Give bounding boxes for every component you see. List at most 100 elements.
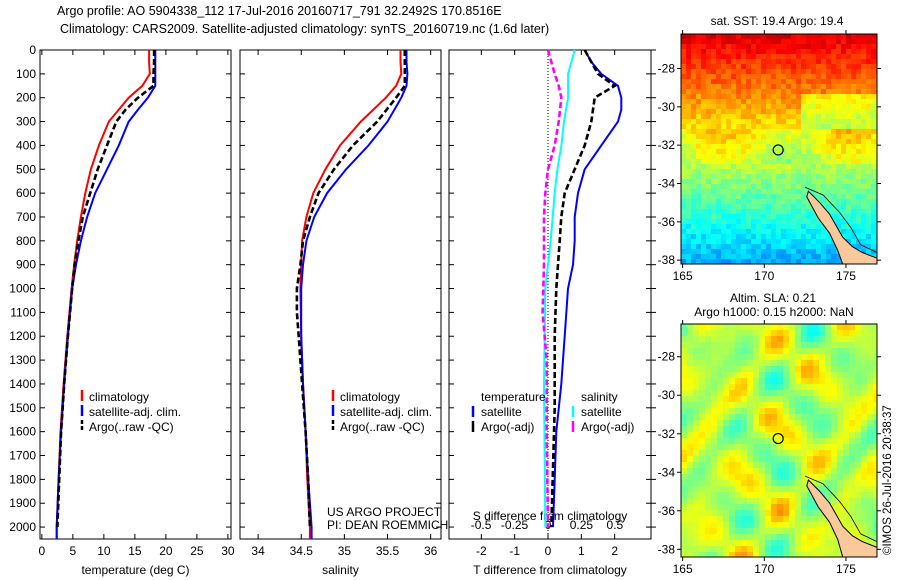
map-cell <box>866 134 871 139</box>
map-cell <box>761 194 766 199</box>
map-cell <box>726 139 731 144</box>
map-cell <box>686 204 691 209</box>
map-cell <box>717 420 723 426</box>
map-cell <box>851 39 856 44</box>
map-cell <box>801 468 807 474</box>
map-cell <box>831 134 836 139</box>
map-cell <box>856 119 861 124</box>
x-axis-label: salinity <box>322 563 359 577</box>
map-cell <box>771 64 776 69</box>
map-cell <box>756 254 761 259</box>
map-cell <box>825 462 831 468</box>
map-cell <box>681 516 687 522</box>
map-cell <box>806 94 811 99</box>
map-cell <box>705 450 711 456</box>
map-cell <box>716 79 721 84</box>
map-cell <box>813 462 819 468</box>
map-cell <box>826 119 831 124</box>
map-cell <box>855 402 861 408</box>
map-cell <box>701 104 706 109</box>
map-cell <box>855 510 861 516</box>
map-cell <box>796 34 801 39</box>
map-cell <box>687 474 693 480</box>
map-cell <box>831 104 836 109</box>
map-cell <box>699 510 705 516</box>
map-cell <box>771 199 776 204</box>
map-cell <box>686 64 691 69</box>
map-cell <box>735 516 741 522</box>
map-cell <box>701 49 706 54</box>
map-cell <box>861 34 866 39</box>
map-cell <box>741 229 746 234</box>
map-cell <box>711 139 716 144</box>
map-cell <box>686 254 691 259</box>
map-cell <box>691 134 696 139</box>
map-cell <box>789 546 795 552</box>
map-cell <box>729 408 735 414</box>
map-cell <box>741 372 747 378</box>
map-cell <box>831 174 836 179</box>
map-cell <box>681 59 686 64</box>
map-cell <box>846 139 851 144</box>
map-cell <box>813 444 819 450</box>
map-cell <box>705 390 711 396</box>
map-cell <box>701 199 706 204</box>
map-cell <box>711 348 717 354</box>
map-cell <box>765 528 771 534</box>
map-cell <box>801 184 806 189</box>
map-cell <box>867 360 873 366</box>
map-cell <box>867 534 873 540</box>
map-cell <box>776 244 781 249</box>
map-cell <box>735 366 741 372</box>
map-cell <box>759 390 765 396</box>
map-cell <box>741 44 746 49</box>
map-cell <box>789 414 795 420</box>
map-cell <box>811 214 816 219</box>
map-cell <box>825 330 831 336</box>
map-cell <box>686 169 691 174</box>
map-cell <box>873 462 877 468</box>
map-cell <box>791 224 796 229</box>
map-cell <box>867 402 873 408</box>
map-cell <box>781 94 786 99</box>
sla-map-title: Altim. SLA: 0.21 <box>730 291 816 305</box>
map-cell <box>716 99 721 104</box>
map-cell <box>746 119 751 124</box>
imos-credit: ©IMOS 26-Jul-2016 20:38:37 <box>882 405 894 555</box>
map-cell <box>705 360 711 366</box>
map-cell <box>855 456 861 462</box>
map-cell <box>723 498 729 504</box>
map-cell <box>816 34 821 39</box>
map-cell <box>681 552 687 557</box>
map-cell <box>716 234 721 239</box>
map-cell <box>731 129 736 134</box>
x-tick-label: 35.5 <box>376 544 400 558</box>
map-cell <box>699 354 705 360</box>
map-cell <box>843 426 849 432</box>
map-cell <box>825 336 831 342</box>
map-cell <box>776 224 781 229</box>
map-cell <box>806 119 811 124</box>
map-cell <box>701 144 706 149</box>
map-cell <box>825 540 831 546</box>
map-cell <box>705 444 711 450</box>
map-cell <box>795 432 801 438</box>
map-cell <box>736 199 741 204</box>
map-cell <box>841 159 846 164</box>
map-cell <box>777 402 783 408</box>
map-cell <box>706 74 711 79</box>
map-cell <box>721 239 726 244</box>
map-cell <box>806 139 811 144</box>
map-cell <box>696 189 701 194</box>
map-cell <box>807 528 813 534</box>
map-cell <box>776 54 781 59</box>
map-cell <box>687 372 693 378</box>
map-cell <box>841 134 846 139</box>
map-cell <box>831 456 837 462</box>
map-cell <box>843 462 849 468</box>
map-cell <box>811 114 816 119</box>
map-cell <box>841 229 846 234</box>
map-cell <box>813 528 819 534</box>
map-cell <box>706 109 711 114</box>
map-cell <box>783 324 789 330</box>
